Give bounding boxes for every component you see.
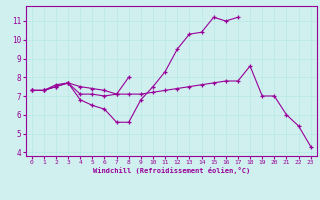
X-axis label: Windchill (Refroidissement éolien,°C): Windchill (Refroidissement éolien,°C): [92, 167, 250, 174]
